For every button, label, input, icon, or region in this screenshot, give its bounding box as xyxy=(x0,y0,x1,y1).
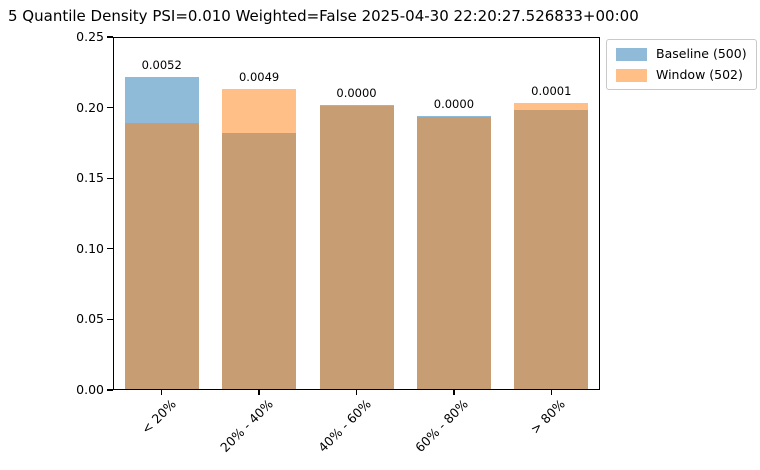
legend-item-window: Window (502) xyxy=(616,68,747,82)
x-tick-label: 40% - 60% xyxy=(314,396,374,456)
baseline-swatch-icon xyxy=(616,47,647,61)
window-bar xyxy=(222,89,297,390)
y-tick-mark xyxy=(107,177,113,179)
legend-label-window: Window (502) xyxy=(656,67,743,82)
y-tick-mark xyxy=(107,248,113,250)
window-bar xyxy=(416,117,491,390)
bar-value-label: 0.0049 xyxy=(238,70,280,85)
legend: Baseline (500) Window (502) xyxy=(606,39,757,90)
x-tick-mark xyxy=(550,390,552,395)
bar-value-label: 0.0052 xyxy=(141,57,182,72)
x-tick-mark xyxy=(355,390,358,395)
y-tick-mark xyxy=(107,106,113,109)
window-bar xyxy=(319,106,394,390)
x-tick-label: > 80% xyxy=(527,396,569,437)
x-tick-mark xyxy=(161,390,163,395)
x-tick-label: 20% - 40% xyxy=(217,396,276,456)
plot-area xyxy=(113,37,600,390)
window-bar xyxy=(514,103,589,390)
x-tick-mark xyxy=(258,390,260,395)
bar-value-label: 0.0000 xyxy=(336,85,377,100)
y-tick-label: 0.15 xyxy=(76,170,104,186)
y-tick-mark xyxy=(107,318,113,321)
bar-value-label: 0.0000 xyxy=(433,97,475,112)
x-tick-mark xyxy=(453,390,455,395)
legend-item-baseline: Baseline (500) xyxy=(616,47,747,61)
x-tick-label: < 20% xyxy=(138,396,179,437)
y-tick-mark xyxy=(107,36,113,38)
bar-value-label: 0.0001 xyxy=(531,84,572,99)
y-tick-label: 0.05 xyxy=(76,311,104,327)
y-tick-label: 0.00 xyxy=(76,382,104,397)
chart-title: 5 Quantile Density PSI=0.010 Weighted=Fa… xyxy=(8,7,639,25)
window-swatch-icon xyxy=(616,68,647,82)
window-bar xyxy=(124,123,199,390)
x-tick-label: 60% - 80% xyxy=(412,396,471,456)
y-tick-label: 0.20 xyxy=(76,99,104,115)
y-tick-label: 0.10 xyxy=(76,240,104,256)
y-tick-label: 0.25 xyxy=(76,29,104,44)
legend-label-baseline: Baseline (500) xyxy=(656,46,747,61)
y-tick-mark xyxy=(107,389,113,391)
